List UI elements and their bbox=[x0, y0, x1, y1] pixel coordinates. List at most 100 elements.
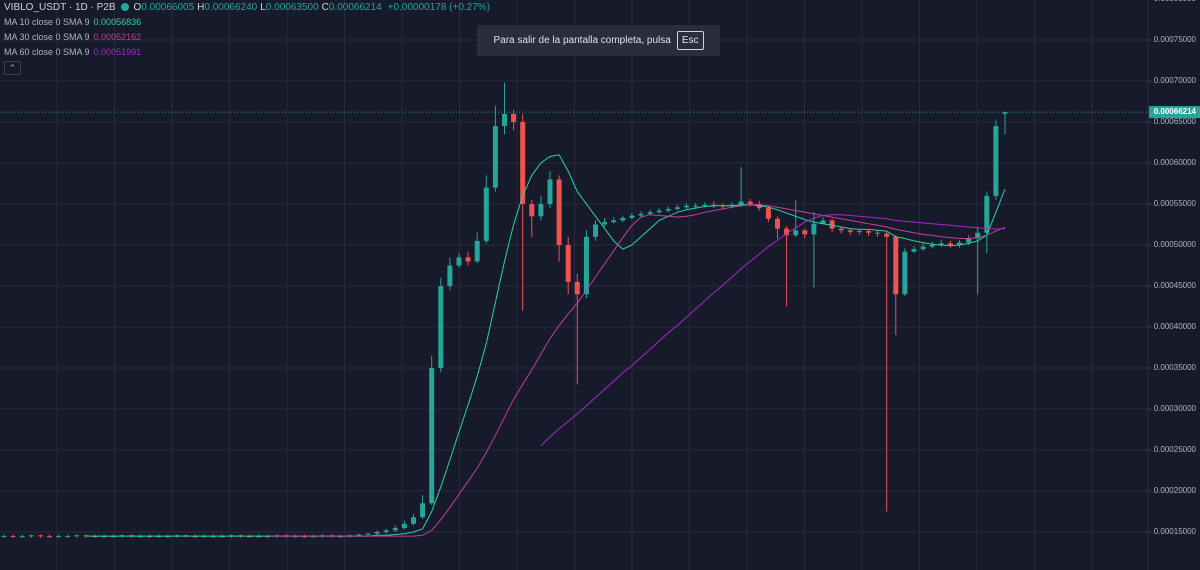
candle-body bbox=[292, 536, 298, 538]
candle-body bbox=[702, 204, 708, 206]
legend-item: MA 30 close 0 SMA 9 0.00052162 bbox=[4, 32, 141, 42]
legend-value: 0.00051991 bbox=[93, 47, 142, 57]
notice-key: Esc bbox=[676, 31, 704, 50]
candle-body bbox=[520, 122, 526, 205]
candle-body bbox=[474, 240, 480, 262]
candle-body bbox=[583, 236, 589, 295]
candle-body bbox=[929, 245, 935, 247]
candle-body bbox=[538, 204, 544, 217]
candle-body bbox=[620, 217, 626, 221]
candle-body bbox=[975, 232, 981, 239]
candle-body bbox=[938, 243, 944, 246]
candle-body bbox=[547, 179, 553, 205]
legend-label: MA 60 close 0 SMA 9 bbox=[4, 47, 90, 57]
candle-body bbox=[147, 536, 153, 538]
candle-body bbox=[456, 257, 462, 266]
candle-body bbox=[665, 208, 671, 211]
candle-body bbox=[56, 536, 62, 538]
candle-body bbox=[392, 527, 398, 531]
y-tick-label: 0.00025000 bbox=[1154, 445, 1197, 454]
candle-body bbox=[247, 536, 253, 538]
ohlc-value: 0.00066214 bbox=[328, 2, 382, 13]
candle-body bbox=[101, 536, 107, 538]
candle-body bbox=[656, 210, 662, 213]
candle-body bbox=[65, 536, 71, 538]
y-tick-label: 0.00015000 bbox=[1154, 527, 1197, 536]
candle-body bbox=[192, 536, 198, 538]
y-tick-label: 0.00060000 bbox=[1154, 158, 1197, 167]
candle-body bbox=[957, 242, 962, 246]
candle-body bbox=[993, 126, 999, 196]
ma-line bbox=[267, 204, 1006, 537]
candle-body bbox=[674, 207, 680, 209]
y-tick-label: 0.00065000 bbox=[1154, 117, 1197, 126]
candle-body bbox=[811, 223, 817, 235]
legend-value: 0.00056836 bbox=[93, 17, 142, 27]
candle-body bbox=[884, 233, 890, 237]
candle-body bbox=[265, 536, 271, 538]
candle-body bbox=[19, 536, 25, 538]
last-price-label: 0.00066214 bbox=[1154, 107, 1197, 116]
candle-body bbox=[447, 265, 453, 287]
candle-body bbox=[401, 523, 407, 528]
candle-body bbox=[465, 257, 471, 262]
candle-body bbox=[920, 246, 926, 250]
candle-body bbox=[611, 220, 617, 223]
y-tick-label: 0.00035000 bbox=[1154, 363, 1197, 372]
candle-body bbox=[574, 281, 580, 295]
candle-body bbox=[565, 245, 571, 282]
candle-body bbox=[338, 536, 344, 538]
candle-body bbox=[483, 187, 489, 241]
candle-body bbox=[74, 535, 80, 537]
ohlc-key: C bbox=[321, 2, 329, 13]
candle-body bbox=[738, 201, 744, 205]
legend-label: MA 30 close 0 SMA 9 bbox=[4, 32, 90, 42]
candle-body bbox=[219, 536, 225, 538]
candle-body bbox=[693, 205, 699, 207]
candle-body bbox=[138, 536, 143, 538]
candle-body bbox=[820, 220, 826, 224]
ma-line bbox=[85, 154, 1006, 537]
candle-body bbox=[256, 536, 262, 538]
y-tick-label: 0.00075000 bbox=[1154, 35, 1197, 44]
candle-body bbox=[684, 205, 689, 208]
candle-body bbox=[893, 236, 899, 295]
ohlc-value: 0.00066240 bbox=[204, 2, 258, 13]
candle-body bbox=[784, 228, 790, 236]
candle-body bbox=[947, 243, 953, 246]
y-tick-label: 0.00070000 bbox=[1154, 76, 1197, 85]
candle-body bbox=[765, 208, 771, 219]
candle-body bbox=[47, 536, 52, 538]
candle-body bbox=[438, 286, 444, 369]
ohlc-value: 0.00066005 bbox=[141, 2, 195, 13]
ohlc-value: 0.00063500 bbox=[265, 2, 319, 13]
y-tick-label: 0.00040000 bbox=[1154, 322, 1197, 331]
y-tick-label: 0.00045000 bbox=[1154, 281, 1197, 290]
candle-body bbox=[165, 536, 171, 538]
legend-label: MA 10 close 0 SMA 9 bbox=[4, 17, 90, 27]
candle-body bbox=[556, 179, 562, 246]
candle-body bbox=[1, 536, 7, 538]
candle-body bbox=[802, 230, 808, 235]
candle-body bbox=[529, 204, 535, 217]
candle-body bbox=[911, 249, 917, 252]
candle-body bbox=[201, 536, 207, 538]
candle-body bbox=[92, 536, 98, 538]
collapse-button[interactable]: ⌃ bbox=[4, 61, 21, 75]
candle-body bbox=[10, 536, 16, 538]
candle-body bbox=[492, 126, 498, 188]
y-tick-label: 0.00055000 bbox=[1154, 199, 1197, 208]
notice-text: Para salir de la pantalla completa, puls… bbox=[493, 35, 671, 46]
legend-value: 0.00052162 bbox=[93, 32, 142, 42]
candle-body bbox=[629, 215, 635, 218]
last-price-box bbox=[1149, 106, 1200, 119]
candle-body bbox=[502, 113, 507, 127]
symbol: VIBLO_USDT · 1D · P2B bbox=[4, 2, 116, 13]
candle-body bbox=[747, 201, 753, 205]
candle-body bbox=[638, 213, 644, 216]
candle-body bbox=[511, 113, 517, 123]
candle-body bbox=[647, 212, 653, 214]
candle-body bbox=[593, 224, 598, 237]
candle-body bbox=[37, 535, 43, 537]
